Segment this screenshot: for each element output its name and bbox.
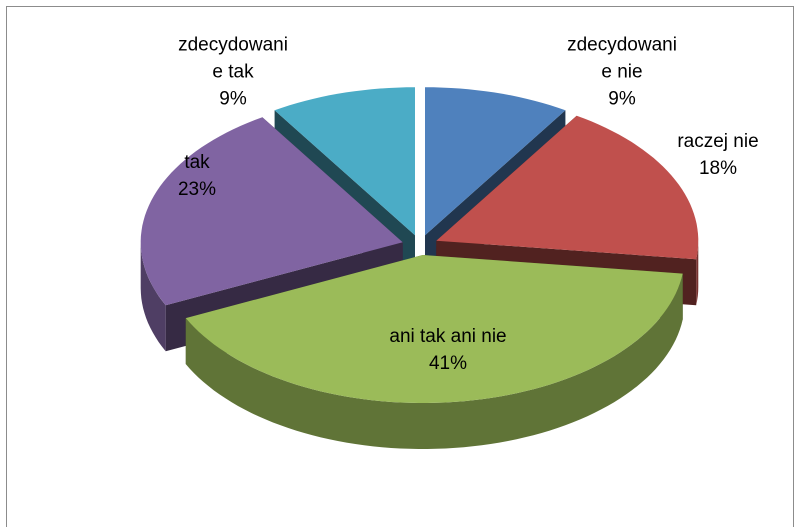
data-label: zdecydowanie nie 9% bbox=[563, 32, 681, 113]
category-label: ani tak ani nie bbox=[389, 326, 507, 347]
slice-wall bbox=[140, 242, 166, 352]
slice-wall bbox=[185, 273, 683, 449]
value-label: 9% bbox=[219, 88, 247, 110]
data-label: zdecydowanie tak 9% bbox=[174, 32, 292, 113]
value-label: 23% bbox=[177, 179, 217, 200]
category-label: raczej nie bbox=[677, 131, 759, 152]
slice bbox=[185, 255, 683, 403]
slice-wall bbox=[696, 240, 699, 306]
slice bbox=[425, 87, 566, 236]
value-label: 41% bbox=[428, 353, 468, 374]
chart-frame bbox=[6, 6, 794, 527]
data-label: raczej nie 18% bbox=[659, 128, 777, 182]
data-label: ani tak ani nie 41% bbox=[389, 323, 507, 377]
data-label: tak 23% bbox=[138, 149, 256, 203]
category-label: zdecydowanie nie bbox=[567, 34, 677, 83]
slice bbox=[140, 117, 403, 306]
slice bbox=[274, 87, 415, 236]
value-label: 9% bbox=[608, 88, 636, 110]
value-label: 18% bbox=[698, 158, 738, 179]
category-label: tak bbox=[184, 152, 210, 173]
category-label: zdecydowanie tak bbox=[178, 34, 288, 83]
slice bbox=[436, 115, 699, 260]
